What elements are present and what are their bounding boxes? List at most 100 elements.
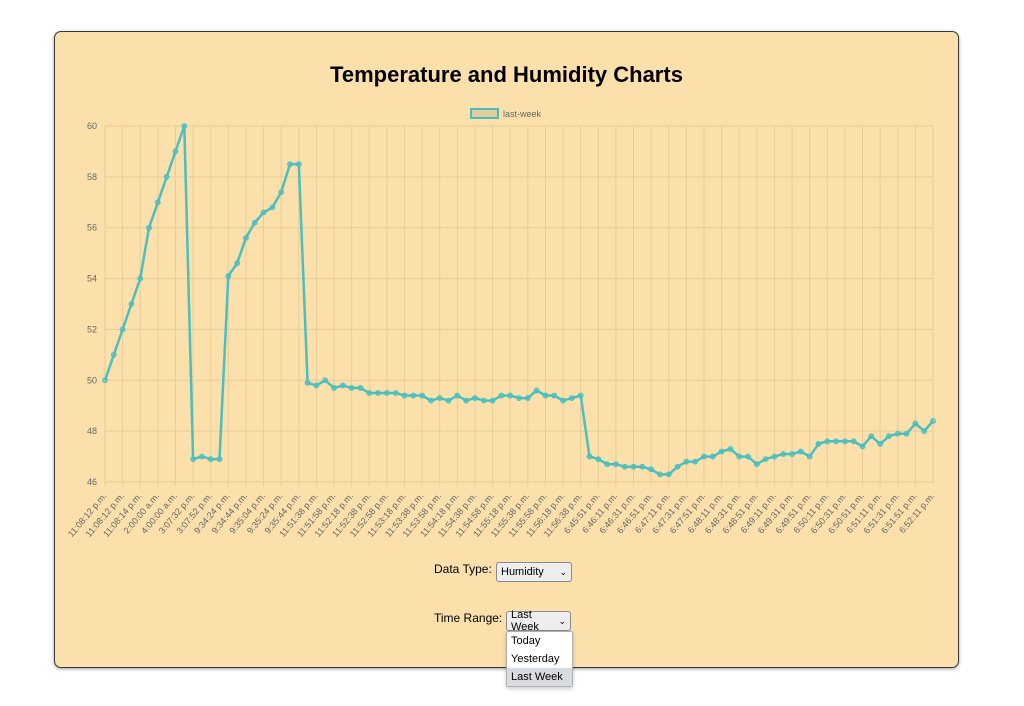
data-point bbox=[806, 453, 813, 460]
data-point bbox=[198, 453, 205, 460]
data-point bbox=[736, 453, 743, 460]
data-point bbox=[181, 123, 188, 129]
data-point bbox=[745, 453, 751, 460]
data-point bbox=[718, 448, 725, 455]
data-point bbox=[207, 456, 214, 463]
data-point bbox=[533, 387, 540, 394]
data-point bbox=[595, 456, 602, 463]
data-point bbox=[639, 463, 646, 470]
data-point bbox=[771, 453, 778, 460]
data-point bbox=[797, 448, 804, 455]
data-point bbox=[128, 301, 135, 307]
data-point bbox=[542, 392, 549, 399]
data-point bbox=[903, 430, 910, 437]
data-point bbox=[894, 430, 901, 437]
data-point bbox=[516, 395, 522, 401]
data-point bbox=[859, 443, 866, 450]
data-point bbox=[507, 392, 514, 399]
data-point bbox=[357, 385, 364, 391]
data-point bbox=[454, 392, 461, 399]
time-range-select[interactable]: Last Week ⌄ bbox=[506, 609, 571, 633]
time-range-label: Time Range: bbox=[434, 611, 503, 625]
data-point bbox=[612, 461, 619, 468]
data-point bbox=[278, 189, 285, 196]
data-point bbox=[366, 390, 373, 396]
data-point bbox=[709, 453, 716, 460]
data-point bbox=[833, 438, 840, 445]
data-point bbox=[313, 382, 320, 389]
data-point bbox=[472, 395, 478, 401]
time-range-dropdown: Today Yesterday Last Week bbox=[506, 631, 573, 687]
data-point bbox=[428, 397, 434, 404]
data-point bbox=[842, 438, 848, 445]
data-point bbox=[172, 148, 179, 155]
option-yesterday[interactable]: Yesterday bbox=[511, 653, 560, 665]
data-point bbox=[921, 428, 928, 435]
data-point bbox=[815, 440, 822, 447]
data-point bbox=[216, 456, 223, 463]
data-point bbox=[877, 440, 884, 447]
data-type-select[interactable]: Humidity ⌄ bbox=[496, 562, 572, 582]
data-point bbox=[850, 438, 857, 445]
y-tick-label: 58 bbox=[87, 172, 97, 182]
page-title: Temperature and Humidity Charts bbox=[330, 62, 683, 87]
data-point bbox=[674, 463, 681, 470]
data-point bbox=[348, 385, 355, 391]
data-point bbox=[110, 351, 117, 358]
option-last-week[interactable]: Last Week bbox=[507, 668, 572, 686]
data-point bbox=[886, 433, 892, 440]
data-point bbox=[137, 275, 144, 282]
data-point bbox=[119, 326, 126, 333]
legend-label: last-week bbox=[503, 109, 542, 119]
time-range-value: Last Week bbox=[511, 609, 539, 633]
data-point bbox=[269, 204, 276, 211]
data-point bbox=[419, 392, 426, 399]
data-point bbox=[912, 420, 919, 427]
data-point bbox=[727, 446, 734, 452]
data-point bbox=[630, 463, 637, 470]
y-tick-label: 56 bbox=[87, 223, 97, 233]
data-point bbox=[392, 390, 399, 396]
data-point bbox=[234, 260, 241, 267]
data-point bbox=[383, 390, 390, 396]
data-point bbox=[780, 451, 787, 457]
data-point bbox=[410, 392, 417, 399]
data-point bbox=[683, 458, 690, 465]
data-point bbox=[789, 451, 795, 457]
data-point bbox=[339, 382, 346, 389]
data-point bbox=[568, 395, 575, 401]
data-line bbox=[103, 124, 934, 476]
y-tick-label: 54 bbox=[87, 274, 97, 284]
y-tick-label: 50 bbox=[87, 375, 97, 385]
data-point bbox=[401, 392, 408, 399]
data-point bbox=[304, 379, 311, 386]
data-type-value: Humidity bbox=[501, 566, 544, 578]
data-point bbox=[621, 463, 628, 470]
data-point bbox=[868, 433, 875, 440]
data-point bbox=[480, 397, 487, 404]
data-point bbox=[648, 466, 655, 473]
data-point bbox=[489, 397, 496, 404]
y-tick-label: 60 bbox=[87, 121, 97, 131]
data-point bbox=[251, 219, 258, 226]
chevron-down-icon: ⌄ bbox=[558, 615, 566, 626]
chart-panel: Temperature and Humidity Charts bbox=[54, 31, 959, 668]
data-point bbox=[260, 209, 267, 216]
y-tick-label: 48 bbox=[87, 426, 97, 436]
data-point bbox=[560, 397, 566, 404]
legend-swatch bbox=[470, 108, 499, 119]
data-point bbox=[665, 471, 672, 478]
data-point bbox=[604, 461, 610, 468]
data-point bbox=[163, 173, 170, 180]
data-point bbox=[498, 392, 505, 399]
data-point bbox=[657, 471, 663, 478]
data-point bbox=[445, 397, 452, 404]
data-point bbox=[524, 395, 531, 401]
option-today[interactable]: Today bbox=[511, 635, 541, 647]
data-point bbox=[824, 438, 831, 445]
data-point bbox=[154, 199, 161, 206]
data-point bbox=[243, 234, 249, 241]
data-point bbox=[586, 453, 593, 460]
y-tick-label: 46 bbox=[87, 477, 97, 487]
